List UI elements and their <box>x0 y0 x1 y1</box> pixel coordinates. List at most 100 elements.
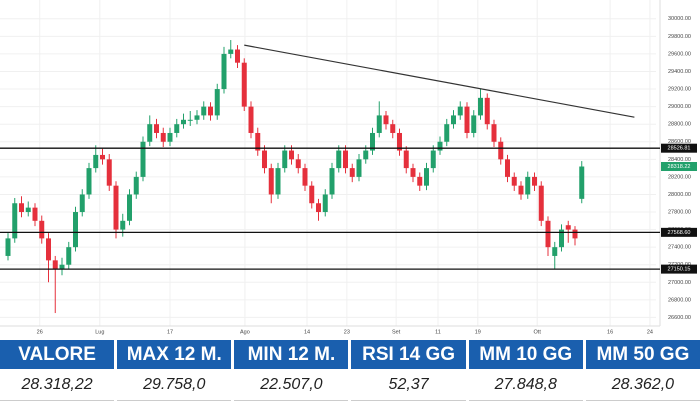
candle-body <box>444 124 450 142</box>
level-label-box <box>661 227 697 237</box>
y-tick-label: 30000.00 <box>668 16 691 22</box>
candle-body <box>403 150 409 169</box>
candle-body <box>208 106 213 116</box>
candle-body <box>19 203 24 213</box>
candle-body <box>343 150 348 169</box>
candle-body <box>221 53 227 90</box>
candle-body <box>255 132 261 151</box>
candle-body <box>39 220 45 239</box>
y-tick-label: 29200.00 <box>668 87 691 93</box>
candle-body <box>349 168 355 177</box>
candle-body <box>302 168 308 186</box>
candle-body <box>52 260 58 270</box>
level-label: 27150.15 <box>668 267 691 273</box>
y-tick-label: 28600.00 <box>668 139 691 145</box>
candle-body <box>498 141 504 160</box>
y-tick-label: 28400.00 <box>668 157 691 163</box>
candle-body <box>25 207 31 213</box>
candle-body <box>579 166 585 199</box>
chart: 26600.0026800.0027000.0027200.0027400.00… <box>0 0 697 335</box>
candle-body <box>194 115 200 120</box>
candle-body <box>154 124 159 133</box>
candle-body <box>268 168 274 195</box>
level-label: 28318.22 <box>668 164 691 170</box>
candle-body <box>538 185 544 221</box>
candle-body <box>282 150 288 169</box>
level-label-box <box>661 162 697 172</box>
table-value: 29.758,0 <box>117 369 232 401</box>
candle-body <box>160 132 166 142</box>
candle-body <box>275 168 281 195</box>
y-tick-label: 27400.00 <box>668 245 691 251</box>
candle-body <box>370 132 375 151</box>
table-header: VALORE <box>0 340 115 369</box>
x-tick-label: 26 <box>37 329 43 335</box>
x-tick-label: 23 <box>344 329 350 335</box>
candle-body <box>86 168 92 195</box>
candle-body <box>451 115 456 125</box>
table-header: MM 10 GG <box>468 340 583 369</box>
table-value: 27.848,8 <box>468 369 583 401</box>
candle-body <box>248 106 254 133</box>
candle-body <box>511 176 517 186</box>
x-tick-label: 16 <box>607 329 613 335</box>
y-tick-label: 28200.00 <box>668 174 691 180</box>
y-tick-label: 29400.00 <box>668 69 691 75</box>
candle-body <box>12 203 18 239</box>
stats-table: VALORE MAX 12 M. MIN 12 M. RSI 14 GG MM 10 G… <box>0 340 700 401</box>
candle-body <box>424 168 429 186</box>
candle-body <box>79 194 85 213</box>
candle-body <box>167 132 173 142</box>
x-tick-label: 19 <box>475 329 481 335</box>
candle-body <box>322 194 328 213</box>
candle-body <box>100 154 105 160</box>
x-tick-label: 17 <box>167 329 173 335</box>
candle-body <box>329 168 335 195</box>
candle-body <box>356 159 362 177</box>
candle-body <box>228 49 234 54</box>
candle-body <box>464 106 470 133</box>
y-tick-label: 27000.00 <box>668 280 691 286</box>
candle-body <box>437 141 443 151</box>
y-tick-label: 29800.00 <box>668 34 691 40</box>
candle-body <box>397 132 402 151</box>
candle-body <box>289 150 294 160</box>
y-tick-label: 26800.00 <box>668 297 691 303</box>
candle-body <box>106 159 112 186</box>
candle-body <box>316 203 321 213</box>
candle-body <box>181 119 186 125</box>
candle-body <box>491 124 497 142</box>
x-tick-label: Ago <box>240 329 250 335</box>
level-label-box <box>661 143 697 153</box>
candle-body <box>66 247 72 265</box>
level-label: 28526.81 <box>668 146 691 152</box>
candle-body <box>241 62 247 107</box>
candle-body <box>295 159 301 169</box>
candle-body <box>484 97 490 125</box>
candle-body <box>235 49 240 63</box>
candle-body <box>93 154 99 169</box>
candle-body <box>363 150 369 160</box>
candle-body <box>572 229 578 239</box>
candle-body <box>518 185 524 195</box>
candle-body <box>376 115 382 133</box>
candle-body <box>59 264 65 270</box>
table-header: MM 50 GG <box>585 340 700 369</box>
candle-body <box>120 220 126 230</box>
candle-body <box>46 238 51 261</box>
candle-body <box>545 220 551 248</box>
candle-body <box>390 124 396 133</box>
candle-body <box>471 115 477 133</box>
candle-body <box>559 229 564 248</box>
candle-body <box>201 106 207 116</box>
candle-body <box>5 238 11 256</box>
table-header: MAX 12 M. <box>117 340 232 369</box>
candle-body <box>133 176 139 195</box>
y-tick-label: 26600.00 <box>668 315 691 321</box>
candle-body <box>383 115 389 125</box>
candle-body <box>532 176 537 186</box>
y-tick-label: 27800.00 <box>668 209 691 215</box>
candle-body <box>552 247 558 256</box>
candle-body <box>140 141 146 177</box>
level-label: 27568.60 <box>668 230 691 236</box>
